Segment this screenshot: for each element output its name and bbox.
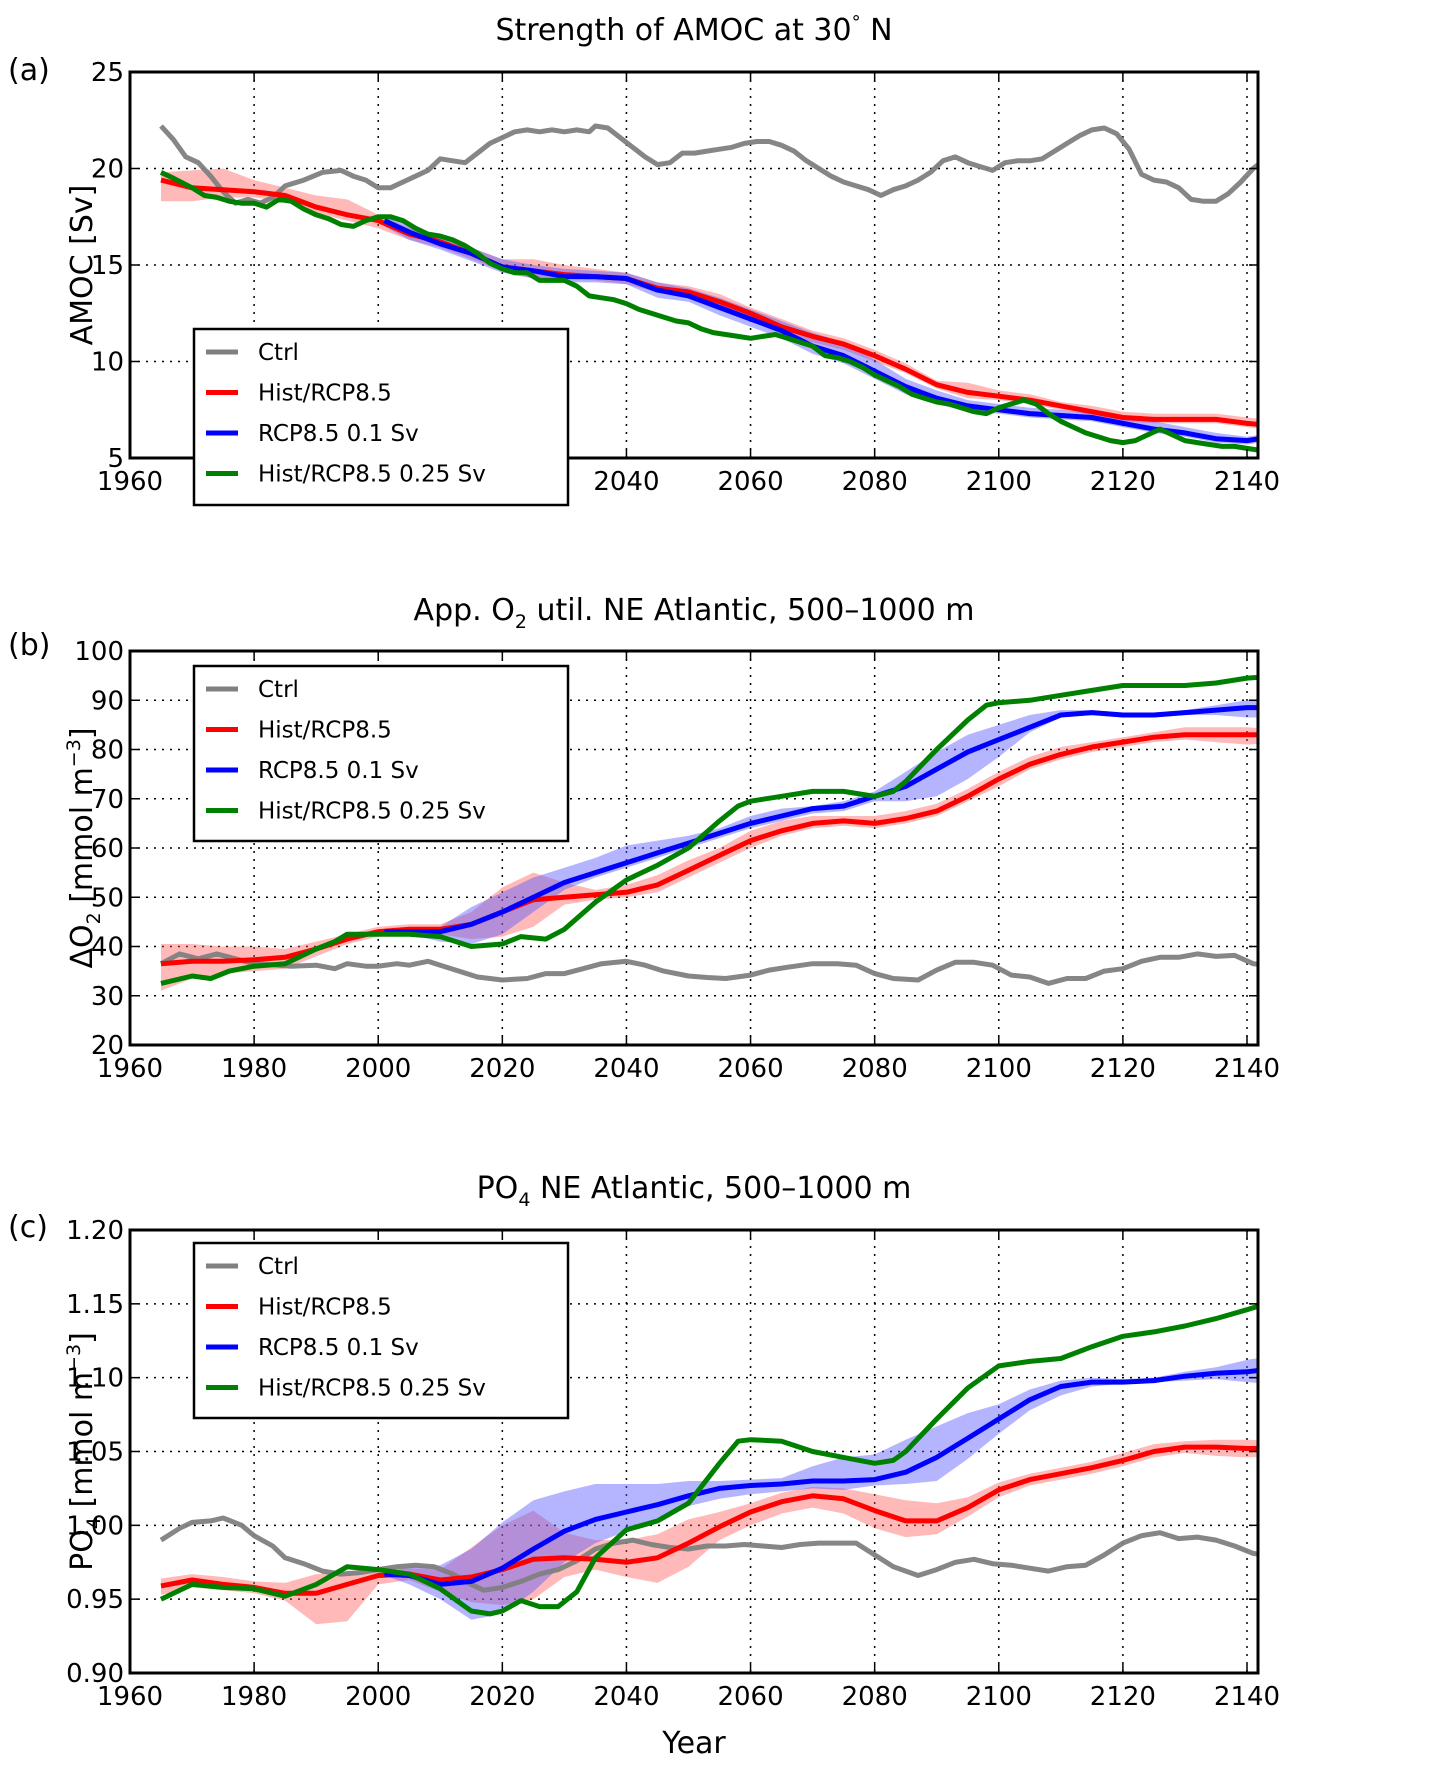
- line-hist-rcp8-5: [160, 732, 1258, 967]
- legend-label: Ctrl: [258, 1254, 299, 1280]
- y-tick-label: 25: [91, 58, 124, 88]
- x-tick-label: 1980: [221, 1682, 287, 1712]
- x-tick-label: 1960: [97, 467, 163, 497]
- y-tick-label: 70: [91, 785, 124, 815]
- panel-a: 1960198020002020204020602080210021202140…: [8, 12, 1280, 507]
- plot-area: [159, 123, 1258, 453]
- y-tick-label: 1.10: [66, 1364, 124, 1394]
- line-ctrl: [159, 1515, 1258, 1593]
- x-tick-label: 2020: [469, 1054, 535, 1084]
- panel-label: (c): [8, 1210, 48, 1245]
- x-tick-label: 2120: [1090, 1054, 1156, 1084]
- y-tick-label: 1.15: [66, 1290, 124, 1320]
- y-tick-label: 0.95: [66, 1585, 124, 1615]
- legend-label: RCP8.5 0.1 Sv: [258, 758, 419, 784]
- x-tick-label: 2000: [345, 1682, 411, 1712]
- x-tick-label: 2140: [1214, 467, 1280, 497]
- x-tick-label: 2080: [842, 1054, 908, 1084]
- legend-label: Ctrl: [258, 340, 299, 366]
- legend-label: RCP8.5 0.1 Sv: [258, 421, 419, 447]
- chart-title: App. O2 util. NE Atlantic, 500–1000 m: [414, 593, 975, 633]
- y-tick-label: 5: [107, 444, 124, 474]
- band-rcp8-5-0-1-sv: [384, 699, 1258, 944]
- line-ctrl: [159, 123, 1258, 206]
- y-tick-label: 20: [91, 155, 124, 185]
- chart-title: PO4 NE Atlantic, 500–1000 m: [477, 1171, 912, 1211]
- legend-label: Ctrl: [258, 677, 299, 703]
- x-tick-label: 2060: [717, 1054, 783, 1084]
- y-tick-label: 20: [91, 1031, 124, 1061]
- line-rcp8-5-0-1-sv: [384, 705, 1258, 935]
- line-hist-rcp8-5: [160, 1444, 1258, 1596]
- legend: Ctrl Hist/RCP8.5 RCP8.5 0.1 Sv Hist/RCP8.5 …: [192, 664, 570, 843]
- legend: Ctrl Hist/RCP8.5 RCP8.5 0.1 Sv Hist/RCP8.5 …: [192, 1241, 570, 1420]
- plot-area: [159, 674, 1258, 991]
- line-hist-rcp8-5-0-25-sv: [160, 674, 1258, 986]
- y-tick-label: 10: [91, 348, 124, 378]
- x-tick-label: 1980: [221, 1054, 287, 1084]
- x-axis-label: Year: [661, 1726, 726, 1761]
- band-rcp8-5-0-1-sv: [384, 1358, 1258, 1620]
- x-tick-label: 2080: [842, 467, 908, 497]
- band-rcp8-5-0-1-sv: [384, 216, 1258, 445]
- legend-label: Hist/RCP8.5 0.25 Sv: [258, 799, 486, 825]
- legend-box: [192, 664, 570, 843]
- line-rcp8-5-0-1-sv: [383, 218, 1258, 444]
- x-tick-label: 2060: [717, 1682, 783, 1712]
- x-tick-label: 1960: [97, 1682, 163, 1712]
- y-tick-label: 1.00: [66, 1511, 124, 1541]
- x-tick-label: 2000: [345, 1054, 411, 1084]
- panel-c: 1960 1980 2000 2020 2040 2060 2080 2100 2120 2140…: [8, 1171, 1280, 1761]
- line-ctrl: [159, 951, 1258, 986]
- y-tick-label: 100: [74, 637, 124, 667]
- legend-label: Hist/RCP8.5: [258, 718, 392, 744]
- legend-box: [192, 327, 570, 507]
- y-tick-label: 1.20: [66, 1216, 124, 1246]
- y-tick-label: 50: [91, 883, 124, 913]
- y-tick-label: 1.05: [66, 1438, 124, 1468]
- plot-area: [159, 1303, 1258, 1625]
- x-tick-label: 2060: [717, 467, 783, 497]
- x-tick-label: 2020: [469, 1682, 535, 1712]
- legend-box: [192, 1241, 570, 1420]
- x-tick-label: 2140: [1214, 1054, 1280, 1084]
- x-tick-label: 2040: [593, 1682, 659, 1712]
- legend-label: Hist/RCP8.5: [258, 381, 392, 407]
- x-tick-label: 1960: [97, 1054, 163, 1084]
- y-tick-label: 0.90: [66, 1659, 124, 1689]
- y-tick-label: 80: [91, 736, 124, 766]
- line-rcp8-5-0-1-sv: [384, 1367, 1258, 1587]
- y-tick-label: 15: [91, 251, 124, 281]
- y-tick-label: 60: [91, 834, 124, 864]
- y-axis-label: ΔO2 [mmol m−3]: [63, 727, 105, 968]
- x-tick-label: 2040: [593, 1054, 659, 1084]
- line-hist-rcp8-5-0-25-sv: [159, 170, 1258, 453]
- legend-label: RCP8.5 0.1 Sv: [258, 1335, 419, 1361]
- x-tick-label: 2100: [966, 1054, 1032, 1084]
- legend: Ctrl Hist/RCP8.5 RCP8.5 0.1 Sv Hist/RCP8.5 …: [192, 327, 570, 507]
- legend-label: Hist/RCP8.5: [258, 1295, 392, 1321]
- x-tick-label: 2080: [842, 1682, 908, 1712]
- x-tick-label: 2140: [1214, 1682, 1280, 1712]
- x-tick-label: 2120: [1090, 1682, 1156, 1712]
- y-tick-label: 40: [91, 933, 124, 963]
- line-hist-rcp8-5: [160, 177, 1258, 427]
- panel-label: (b): [8, 628, 50, 663]
- x-tick-label: 2040: [593, 467, 659, 497]
- legend-label: Hist/RCP8.5 0.25 Sv: [258, 1376, 486, 1402]
- chart-title: Strength of AMOC at 30° N: [495, 12, 892, 48]
- x-tick-label: 2120: [1090, 467, 1156, 497]
- line-hist-rcp8-5-0-25-sv: [159, 1303, 1258, 1617]
- y-axis-label: AMOC [Sv]: [65, 185, 100, 346]
- y-tick-label: 30: [91, 982, 124, 1012]
- x-tick-label: 2100: [966, 467, 1032, 497]
- y-tick-label: 90: [91, 686, 124, 716]
- y-axis-label: PO4 [mmol m−3]: [63, 1332, 105, 1571]
- legend-label: Hist/RCP8.5 0.25 Sv: [258, 462, 486, 488]
- band-hist-rcp8-5: [161, 1439, 1258, 1625]
- panel-label: (a): [8, 53, 50, 88]
- panel-b: 1960 1980 2000 2020 2040 2060 2080 2100 2120 2140…: [8, 593, 1280, 1084]
- x-tick-label: 2100: [966, 1682, 1032, 1712]
